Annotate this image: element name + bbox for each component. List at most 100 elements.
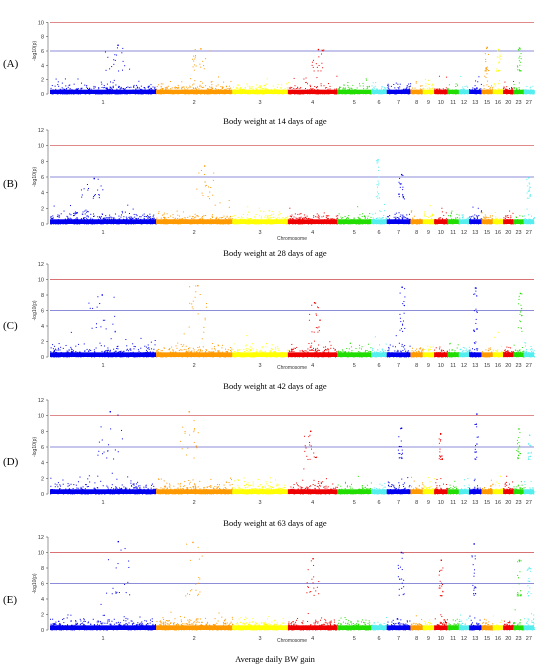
chromosome-8-points — [410, 81, 424, 95]
snp-point — [225, 86, 227, 88]
snp-point — [127, 204, 129, 206]
snp-point — [70, 205, 72, 207]
snp-peak-point — [201, 192, 203, 194]
snp-point — [397, 86, 399, 88]
chromosome-3-points — [232, 206, 289, 225]
snp-peak-point — [375, 160, 377, 162]
snp-point — [67, 216, 69, 218]
snp-baseline-band — [434, 89, 448, 94]
snp-point — [394, 213, 396, 215]
snp-point — [164, 218, 166, 220]
snp-point — [315, 87, 317, 89]
snp-point — [273, 216, 275, 218]
snp-point — [330, 218, 332, 220]
snp-point — [480, 88, 482, 90]
snp-point — [281, 84, 283, 86]
snp-point — [532, 85, 534, 87]
snp-point — [140, 89, 142, 91]
snp-point — [318, 217, 320, 219]
snp-peak-point — [204, 185, 206, 187]
snp-point — [62, 88, 64, 90]
snp-point — [476, 87, 478, 89]
chromosome-8-points — [410, 210, 424, 225]
snp-point — [342, 88, 344, 90]
snp-point — [145, 215, 147, 217]
snp-point — [297, 87, 299, 89]
snp-point — [205, 85, 207, 87]
snp-point — [194, 80, 196, 82]
snp-point — [129, 216, 131, 218]
snp-peak-point — [402, 189, 404, 191]
snp-point — [280, 87, 282, 89]
snp-point — [316, 216, 318, 218]
snp-point — [424, 213, 426, 215]
snp-point — [501, 88, 503, 90]
snp-point — [149, 216, 151, 218]
snp-point — [367, 87, 369, 89]
snp-point — [299, 217, 301, 219]
snp-point — [102, 213, 104, 215]
snp-top-hit — [400, 173, 403, 176]
snp-point — [399, 83, 401, 85]
snp-point — [438, 88, 440, 90]
snp-point — [148, 216, 150, 218]
snp-point — [220, 89, 222, 91]
snp-point — [278, 211, 280, 213]
snp-point — [187, 216, 189, 218]
snp-point — [428, 216, 430, 218]
snp-point — [260, 210, 262, 212]
snp-point — [103, 218, 105, 220]
snp-point — [128, 216, 130, 218]
snp-point — [347, 86, 349, 88]
snp-point — [363, 216, 365, 218]
snp-point — [255, 87, 257, 89]
snp-point — [76, 212, 78, 214]
snp-point — [190, 86, 192, 88]
snp-point — [447, 88, 449, 90]
snp-point — [210, 218, 212, 220]
panel-caption: Body weight at 42 days of age — [223, 381, 327, 391]
snp-peak-point — [402, 197, 404, 199]
snp-point — [174, 217, 176, 219]
chromosome-tick-label: 9 — [427, 230, 430, 236]
snp-point — [384, 87, 386, 89]
snp-point — [161, 214, 163, 216]
snp-point — [211, 214, 213, 216]
snp-point — [405, 88, 407, 90]
snp-peak-point — [377, 193, 379, 195]
snp-point — [69, 88, 71, 90]
snp-point — [86, 86, 88, 88]
snp-point — [282, 217, 284, 219]
snp-peak-point — [98, 194, 100, 196]
snp-point — [438, 75, 440, 77]
y-tick-label: 8 — [41, 35, 44, 41]
snp-point — [109, 214, 111, 216]
snp-point — [90, 88, 92, 90]
snp-point — [203, 215, 205, 217]
snp-peak-point — [377, 197, 379, 199]
snp-point — [287, 218, 289, 219]
snp-peak-point — [202, 60, 204, 62]
snp-point — [257, 86, 259, 88]
snp-point — [286, 87, 288, 89]
snp-point — [51, 85, 53, 87]
snp-point — [98, 88, 100, 90]
snp-point — [382, 88, 384, 90]
snp-peak-point — [107, 56, 109, 58]
snp-point — [343, 84, 345, 86]
snp-point — [103, 217, 105, 219]
snp-point — [442, 88, 444, 90]
snp-point — [80, 218, 82, 220]
snp-point — [73, 214, 75, 216]
snp-point — [221, 88, 223, 90]
snp-point — [332, 218, 334, 220]
snp-point — [74, 211, 76, 213]
snp-point — [193, 83, 195, 85]
snp-point — [236, 86, 238, 88]
snp-point — [178, 87, 180, 89]
snp-point — [211, 215, 213, 217]
snp-point — [396, 217, 398, 219]
snp-point — [136, 218, 138, 220]
snp-peak-point — [402, 175, 404, 176]
snp-point — [75, 213, 77, 215]
